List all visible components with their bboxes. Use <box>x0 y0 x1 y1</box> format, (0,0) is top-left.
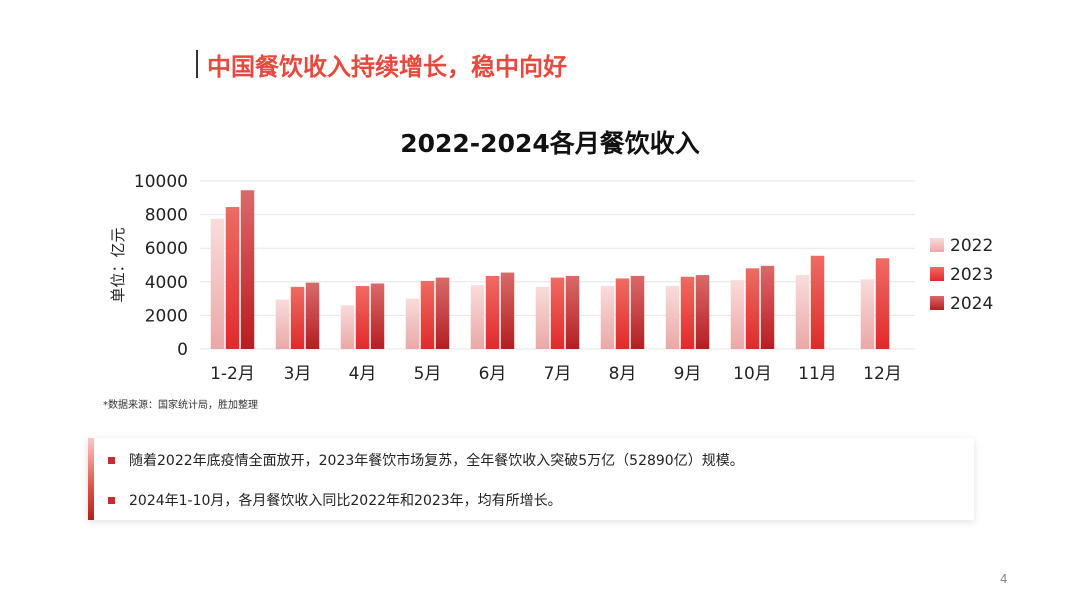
bar-2024 <box>370 283 385 349</box>
legend-swatch-2023 <box>930 267 944 281</box>
slide-heading: 中国餐饮收入持续增长，稳中向好 <box>196 44 567 84</box>
page-number: 4 <box>1000 572 1008 586</box>
bar-2022 <box>665 286 680 349</box>
x-tick-label: 5月 <box>414 364 442 384</box>
y-axis-ticks: 0 2000 4000 6000 8000 10000 <box>134 172 188 360</box>
legend-label: 2022 <box>950 236 993 256</box>
bar-2022 <box>405 298 420 349</box>
bar-2022 <box>600 286 615 349</box>
bar-2022 <box>730 280 745 349</box>
y-tick-label: 6000 <box>145 239 188 259</box>
bar-2023 <box>615 278 630 349</box>
x-tick-label: 3月 <box>284 364 312 384</box>
bar-2024 <box>695 275 710 349</box>
x-tick-label: 10月 <box>733 364 772 384</box>
bar-2022 <box>860 279 875 349</box>
bar-2022 <box>340 305 355 349</box>
y-tick-label: 2000 <box>145 306 188 326</box>
bar-2024 <box>240 190 255 349</box>
bar-2024 <box>630 275 645 349</box>
y-tick-label: 0 <box>177 340 188 360</box>
bar-2023 <box>550 277 565 349</box>
bar-2023 <box>745 268 760 349</box>
bar-2023 <box>680 276 695 349</box>
summary-box: 随着2022年底疫情全面放开，2023年餐饮市场复苏，全年餐饮收入突破5万亿（5… <box>88 438 974 520</box>
bar-2023 <box>810 255 825 349</box>
legend-swatch-2024 <box>930 296 944 310</box>
summary-bullet: 随着2022年底疫情全面放开，2023年餐饮市场复苏，全年餐饮收入突破5万亿（5… <box>108 450 744 470</box>
bullet-text: 2024年1-10月，各月餐饮收入同比2022年和2023年，均有所增长。 <box>129 493 562 509</box>
bar-2024 <box>565 275 580 349</box>
x-tick-label: 1-2月 <box>210 364 255 384</box>
y-axis-label: 单位：亿元 <box>109 227 127 302</box>
bar-2024 <box>760 265 775 349</box>
y-tick-label: 4000 <box>145 273 188 293</box>
x-tick-label: 9月 <box>674 364 702 384</box>
x-tick-label: 6月 <box>479 364 507 384</box>
bar-2022 <box>535 286 550 349</box>
summary-bullet: 2024年1-10月，各月餐饮收入同比2022年和2023年，均有所增长。 <box>108 490 562 510</box>
bar-2022 <box>470 285 485 349</box>
x-tick-label: 12月 <box>863 364 902 384</box>
data-source-note: *数据来源：国家统计局，胜加整理 <box>103 400 258 411</box>
y-tick-label: 8000 <box>145 206 188 226</box>
bar-2023 <box>225 207 240 349</box>
legend: 2022 2023 2024 <box>930 236 993 314</box>
x-tick-label: 11月 <box>798 364 837 384</box>
bullet-square-icon <box>108 456 115 464</box>
x-axis-ticks: 1-2月 3月 4月 5月 6月 7月 8月 9月 10月 11月 12月 <box>210 364 902 384</box>
legend-label: 2023 <box>950 265 993 285</box>
bar-2023 <box>485 275 500 349</box>
heading-divider <box>196 50 198 78</box>
bars <box>210 190 890 349</box>
x-tick-label: 8月 <box>609 364 637 384</box>
bar-2023 <box>355 286 370 349</box>
y-tick-label: 10000 <box>134 172 188 192</box>
monthly-revenue-chart: 2022-2024各月餐饮收入 0 2000 4000 6000 8000 10000 单… <box>109 129 993 384</box>
slide-title: 中国餐饮收入持续增长，稳中向好 <box>207 52 567 81</box>
bar-2023 <box>290 286 305 349</box>
legend-swatch-2022 <box>930 238 944 252</box>
bar-2022 <box>275 299 290 349</box>
bar-2024 <box>500 272 515 349</box>
bar-2023 <box>875 258 890 349</box>
bullet-square-icon <box>108 496 115 504</box>
x-tick-label: 4月 <box>349 364 377 384</box>
legend-label: 2024 <box>950 294 993 314</box>
x-tick-label: 7月 <box>544 364 572 384</box>
chart-title: 2022-2024各月餐饮收入 <box>400 129 700 158</box>
bar-2023 <box>420 280 435 349</box>
bullet-text: 随着2022年底疫情全面放开，2023年餐饮市场复苏，全年餐饮收入突破5万亿（5… <box>129 453 744 469</box>
summary-accent-bar <box>88 438 94 520</box>
bar-2022 <box>210 218 225 349</box>
bar-2024 <box>305 282 320 349</box>
bar-2022 <box>795 275 810 349</box>
bar-2024 <box>435 277 450 349</box>
